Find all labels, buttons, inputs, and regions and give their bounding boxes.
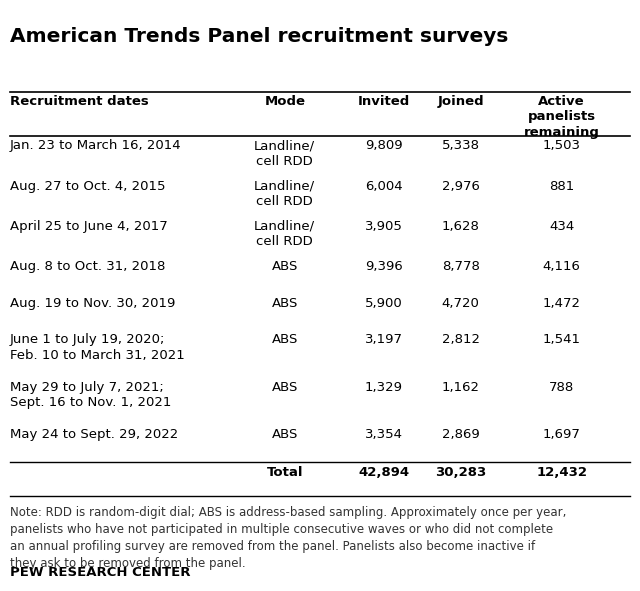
Text: Recruitment dates: Recruitment dates [10,95,148,108]
Text: Mode: Mode [264,95,305,108]
Text: 8,778: 8,778 [442,260,480,273]
Text: 3,354: 3,354 [365,428,403,441]
Text: 788: 788 [549,381,574,394]
Text: 4,116: 4,116 [543,260,580,273]
Text: 1,628: 1,628 [442,220,480,233]
Text: 3,197: 3,197 [365,333,403,346]
Text: 6,004: 6,004 [365,180,403,193]
Text: PEW RESEARCH CENTER: PEW RESEARCH CENTER [10,566,190,579]
Text: Landline/
cell RDD: Landline/ cell RDD [254,139,316,168]
Text: Aug. 8 to Oct. 31, 2018: Aug. 8 to Oct. 31, 2018 [10,260,165,273]
Text: Active
panelists
remaining: Active panelists remaining [524,95,600,138]
Text: May 24 to Sept. 29, 2022: May 24 to Sept. 29, 2022 [10,428,178,441]
Text: 2,812: 2,812 [442,333,480,346]
Text: 3,905: 3,905 [365,220,403,233]
Text: 2,869: 2,869 [442,428,479,441]
Text: Jan. 23 to March 16, 2014: Jan. 23 to March 16, 2014 [10,139,181,152]
Text: 1,162: 1,162 [442,381,480,394]
Text: ABS: ABS [271,381,298,394]
Text: 1,697: 1,697 [543,428,580,441]
Text: Invited: Invited [358,95,410,108]
Text: 2,976: 2,976 [442,180,480,193]
Text: ABS: ABS [271,297,298,310]
Text: 42,894: 42,894 [358,466,410,479]
Text: Note: RDD is random-digit dial; ABS is address-based sampling. Approximately onc: Note: RDD is random-digit dial; ABS is a… [10,506,566,570]
Text: 9,396: 9,396 [365,260,403,273]
Text: Landline/
cell RDD: Landline/ cell RDD [254,220,316,248]
Text: 12,432: 12,432 [536,466,587,479]
Text: 881: 881 [549,180,574,193]
Text: 9,809: 9,809 [365,139,403,152]
Text: 1,472: 1,472 [543,297,580,310]
Text: Aug. 19 to Nov. 30, 2019: Aug. 19 to Nov. 30, 2019 [10,297,175,310]
Text: 4,720: 4,720 [442,297,480,310]
Text: Aug. 27 to Oct. 4, 2015: Aug. 27 to Oct. 4, 2015 [10,180,165,193]
Text: American Trends Panel recruitment surveys: American Trends Panel recruitment survey… [10,27,508,46]
Text: Joined: Joined [438,95,484,108]
Text: April 25 to June 4, 2017: April 25 to June 4, 2017 [10,220,167,233]
Text: 434: 434 [549,220,574,233]
Text: 5,338: 5,338 [442,139,480,152]
Text: 30,283: 30,283 [435,466,486,479]
Text: 1,503: 1,503 [543,139,580,152]
Text: 1,329: 1,329 [365,381,403,394]
Text: ABS: ABS [271,260,298,273]
Text: ABS: ABS [271,428,298,441]
Text: 5,900: 5,900 [365,297,403,310]
Text: Landline/
cell RDD: Landline/ cell RDD [254,180,316,208]
Text: 1,541: 1,541 [543,333,580,346]
Text: ABS: ABS [271,333,298,346]
Text: May 29 to July 7, 2021;
Sept. 16 to Nov. 1, 2021: May 29 to July 7, 2021; Sept. 16 to Nov.… [10,381,171,409]
Text: Total: Total [266,466,303,479]
Text: June 1 to July 19, 2020;
Feb. 10 to March 31, 2021: June 1 to July 19, 2020; Feb. 10 to Marc… [10,333,184,362]
